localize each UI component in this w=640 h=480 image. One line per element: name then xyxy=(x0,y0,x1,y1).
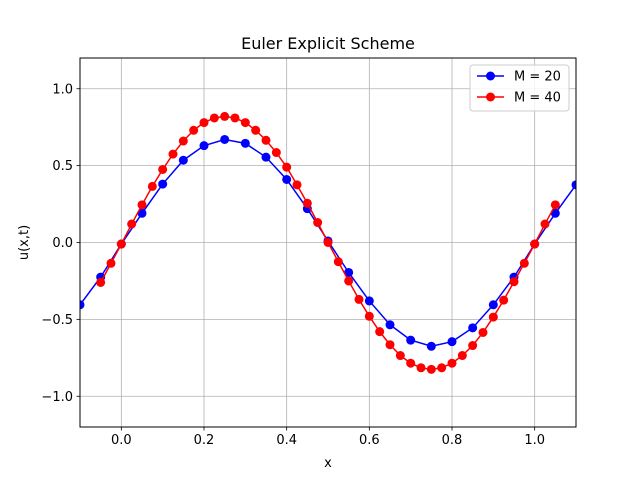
legend-swatch-marker xyxy=(486,92,495,102)
x-tick-label: 0.0 xyxy=(111,433,132,448)
x-tick-label: 0.2 xyxy=(194,433,215,448)
data-point-m-40 xyxy=(488,312,498,322)
data-point-m-40 xyxy=(292,180,302,190)
data-point-m-20 xyxy=(282,174,292,184)
data-point-m-40 xyxy=(395,351,405,361)
x-tick-label: 0.4 xyxy=(276,433,297,448)
data-point-m-40 xyxy=(478,327,488,337)
data-point-m-40 xyxy=(519,258,529,268)
data-point-m-20 xyxy=(406,335,416,345)
data-point-m-40 xyxy=(240,118,250,128)
data-point-m-40 xyxy=(540,219,550,229)
data-point-m-40 xyxy=(344,276,354,286)
data-point-m-40 xyxy=(550,200,560,210)
data-point-m-40 xyxy=(137,200,147,210)
y-tick-label: 0.0 xyxy=(52,236,73,251)
data-point-m-20 xyxy=(261,152,271,162)
legend-swatch-marker xyxy=(486,71,495,81)
data-point-m-40 xyxy=(189,125,199,135)
data-point-m-40 xyxy=(271,148,281,158)
data-point-m-20 xyxy=(571,180,576,190)
data-point-m-20 xyxy=(240,138,250,148)
data-point-m-20 xyxy=(344,267,354,277)
data-point-m-40 xyxy=(354,294,364,304)
data-point-m-40 xyxy=(468,341,478,351)
legend-label: M = 20 xyxy=(514,70,561,85)
data-point-m-40 xyxy=(230,113,240,123)
data-point-m-40 xyxy=(509,277,519,287)
data-point-m-40 xyxy=(178,136,188,146)
legend: M = 20 M = 40 xyxy=(469,64,570,112)
data-point-m-20 xyxy=(199,141,209,151)
x-tick-label: 0.6 xyxy=(359,433,380,448)
data-point-m-40 xyxy=(426,364,436,374)
data-point-m-40 xyxy=(499,295,509,305)
data-point-m-40 xyxy=(220,111,230,121)
data-point-m-20 xyxy=(137,208,147,218)
data-point-m-20 xyxy=(364,296,374,306)
x-axis-label: x xyxy=(324,456,332,471)
data-point-m-40 xyxy=(147,181,157,191)
ticks: 0.0 0.2 0.4 0.6 0.8 1.0 −1.0 −0.5 0.0 0.5 1.0 xyxy=(41,82,545,448)
data-point-m-40 xyxy=(437,363,447,373)
data-point-m-40 xyxy=(251,125,261,135)
data-point-m-20 xyxy=(488,300,498,310)
data-point-m-40 xyxy=(323,238,333,247)
plot-area xyxy=(80,111,576,374)
data-point-m-40 xyxy=(127,219,137,229)
data-point-m-40 xyxy=(116,239,126,249)
y-tick-label: −1.0 xyxy=(41,390,73,405)
data-point-m-40 xyxy=(385,340,395,350)
data-point-m-40 xyxy=(158,164,168,174)
data-point-m-20 xyxy=(80,300,85,310)
x-tick-label: 0.8 xyxy=(442,433,463,448)
data-point-m-20 xyxy=(550,208,560,218)
x-tick-label: 1.0 xyxy=(524,433,545,448)
data-point-m-40 xyxy=(302,198,312,208)
data-point-m-40 xyxy=(261,135,271,145)
data-point-m-40 xyxy=(375,327,385,337)
y-tick-label: 0.5 xyxy=(52,159,73,174)
data-point-m-20 xyxy=(426,341,436,351)
chart-title: Euler Explicit Scheme xyxy=(241,34,415,53)
data-point-m-40 xyxy=(406,358,416,368)
data-point-m-40 xyxy=(168,149,178,159)
data-point-m-40 xyxy=(199,118,209,128)
y-axis-label: u(x,t) xyxy=(17,225,32,260)
data-point-m-40 xyxy=(209,113,219,123)
data-point-m-20 xyxy=(468,323,478,333)
data-point-m-40 xyxy=(364,311,374,321)
data-point-m-20 xyxy=(385,320,395,330)
data-point-m-20 xyxy=(220,134,230,144)
y-tick-label: −0.5 xyxy=(41,313,73,328)
data-point-m-40 xyxy=(106,258,116,268)
data-point-m-40 xyxy=(416,363,426,373)
data-point-m-20 xyxy=(178,155,188,165)
data-point-m-40 xyxy=(282,162,292,172)
data-point-m-40 xyxy=(530,239,540,249)
data-point-m-40 xyxy=(333,257,343,267)
data-point-m-40 xyxy=(457,351,467,361)
data-point-m-40 xyxy=(96,277,106,287)
data-point-m-20 xyxy=(447,337,457,347)
y-tick-label: 1.0 xyxy=(52,82,73,97)
series-layer xyxy=(80,111,576,374)
legend-label: M = 40 xyxy=(514,91,561,106)
data-point-m-40 xyxy=(447,358,457,368)
data-point-m-40 xyxy=(313,218,323,228)
data-point-m-20 xyxy=(158,179,168,189)
